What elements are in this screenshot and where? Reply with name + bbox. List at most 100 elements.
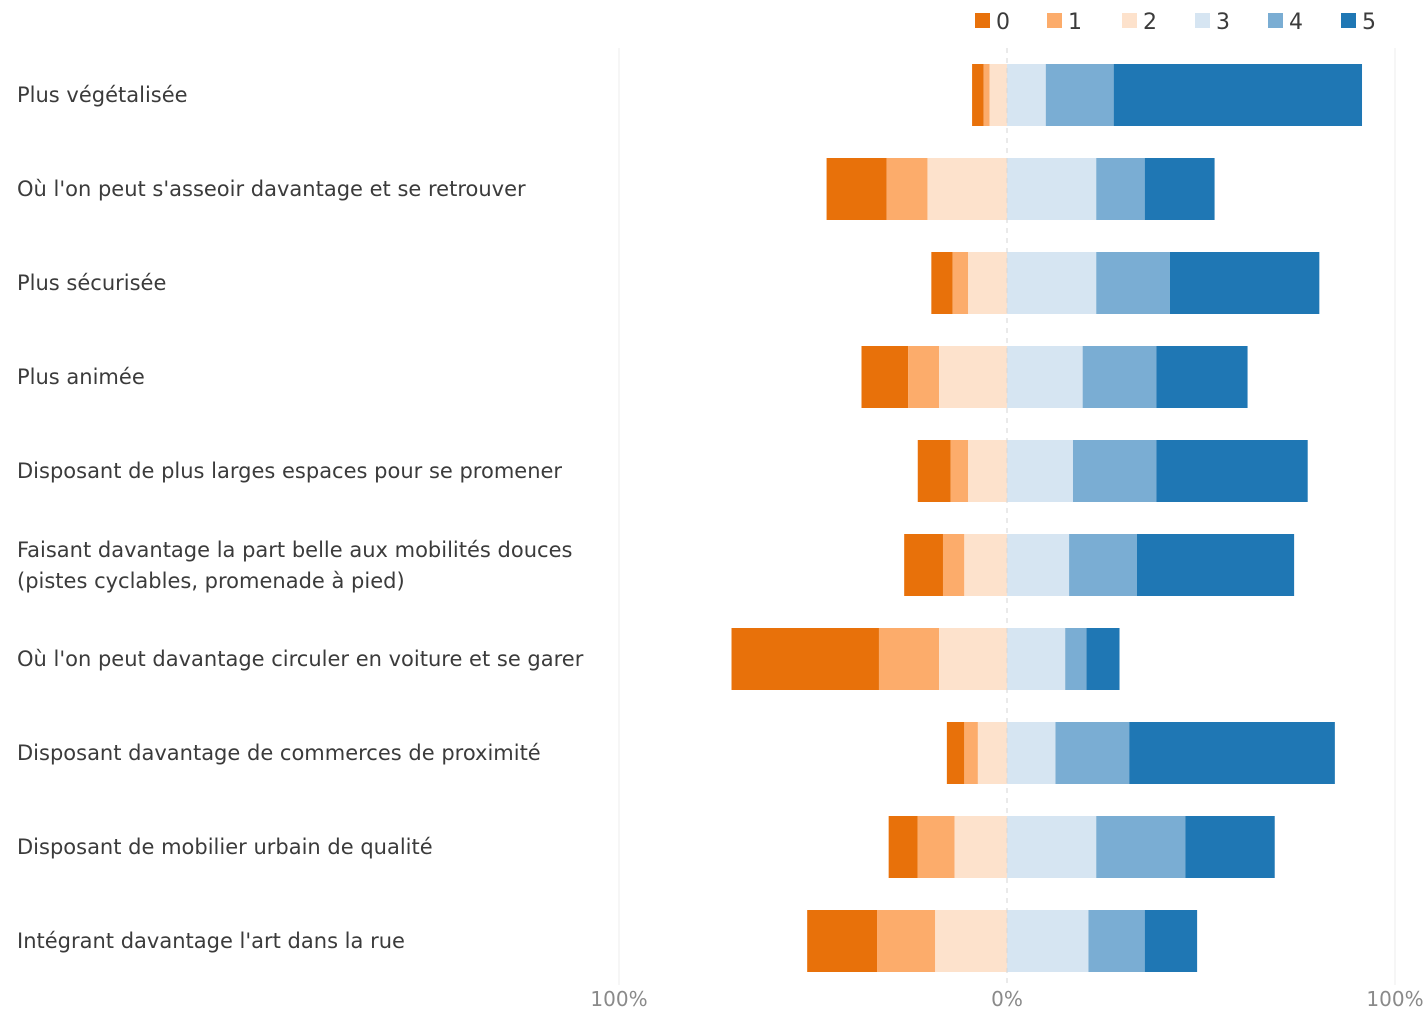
bar-segment-1 (983, 64, 990, 126)
legend-item-4: 4 (1268, 10, 1303, 35)
bar-segment-3 (1007, 440, 1073, 502)
bar-segment-1 (878, 628, 940, 690)
bar-segment-4 (1065, 628, 1087, 690)
legend-label: 3 (1216, 10, 1230, 35)
bar-segment-5 (1169, 252, 1320, 314)
legend-label: 5 (1362, 10, 1376, 35)
legend-item-0: 0 (975, 10, 1010, 35)
bar-row (807, 910, 1198, 972)
bar-segment-3 (1007, 722, 1056, 784)
legend-swatch (975, 13, 990, 28)
bar-segment-0 (931, 252, 953, 314)
legend-label: 1 (1068, 10, 1082, 35)
bar-segment-0 (946, 722, 965, 784)
bar-segment-4 (1045, 64, 1114, 126)
category-label: Plus végétalisée (17, 83, 188, 107)
bar-segment-1 (942, 534, 965, 596)
legend-item-2: 2 (1122, 10, 1157, 35)
bar-segment-4 (1069, 534, 1137, 596)
bar-segment-5 (1129, 722, 1335, 784)
bar-segment-1 (908, 346, 940, 408)
bar-segment-5 (1144, 158, 1215, 220)
bar-segment-2 (939, 346, 1007, 408)
bar-segment-3 (1007, 534, 1070, 596)
x-axis-ticks: 100% 0% 100% (590, 987, 1423, 1009)
bar-segment-1 (952, 252, 969, 314)
bar-segment-4 (1088, 910, 1145, 972)
x-tick-label: 100% (1366, 987, 1423, 1009)
legend-swatch (1341, 13, 1356, 28)
legend: 0 1 2 3 4 5 (975, 10, 1376, 35)
bar-segment-1 (917, 816, 955, 878)
bar-row (904, 534, 1295, 596)
bar-segment-4 (1072, 440, 1157, 502)
legend-label: 2 (1143, 10, 1157, 35)
bar-segment-0 (861, 346, 909, 408)
bar-segment-5 (1144, 910, 1198, 972)
bar-row (888, 816, 1275, 878)
bar-segment-0 (904, 534, 943, 596)
legend-label: 4 (1289, 10, 1303, 35)
bar-segment-2 (989, 64, 1007, 126)
bar-segment-4 (1096, 158, 1145, 220)
category-label: Plus sécurisée (17, 271, 166, 295)
bar-segment-0 (731, 628, 879, 690)
bar-segment-3 (1007, 628, 1066, 690)
bar-segment-1 (877, 910, 936, 972)
bar-segment-0 (888, 816, 918, 878)
category-label: Intégrant davantage l'art dans la rue (17, 929, 405, 953)
bar-segment-4 (1055, 722, 1130, 784)
bar-segment-0 (972, 64, 984, 126)
bars (731, 48, 1363, 985)
bar-row (972, 64, 1363, 126)
category-label: Où l'on peut s'asseoir davantage et se r… (17, 177, 526, 201)
legend-swatch (1195, 13, 1210, 28)
legend-item-1: 1 (1047, 10, 1082, 35)
bar-segment-2 (968, 440, 1007, 502)
category-label: Plus animée (17, 365, 145, 389)
bar-segment-5 (1156, 346, 1248, 408)
bar-segment-1 (950, 440, 969, 502)
legend-item-3: 3 (1195, 10, 1230, 35)
bar-segment-2 (939, 628, 1007, 690)
bar-segment-5 (1086, 628, 1120, 690)
bar-segment-2 (954, 816, 1007, 878)
legend-label: 0 (996, 10, 1010, 35)
bar-segment-0 (917, 440, 951, 502)
bar-segment-3 (1007, 252, 1097, 314)
bar-segment-5 (1113, 64, 1363, 126)
bar-segment-3 (1007, 910, 1089, 972)
bar-segment-2 (935, 910, 1007, 972)
bar-segment-5 (1136, 534, 1295, 596)
bar-row (931, 252, 1320, 314)
category-label: Faisant davantage la part belle aux mobi… (17, 538, 572, 593)
bar-segment-0 (807, 910, 878, 972)
x-tick-label: 100% (590, 987, 647, 1009)
bar-row (731, 628, 1120, 690)
bar-segment-5 (1156, 440, 1308, 502)
bar-segment-2 (977, 722, 1007, 784)
bar-segment-4 (1096, 252, 1170, 314)
bar-segment-3 (1007, 346, 1083, 408)
category-labels: Plus végétalisée Où l'on peut s'asseoir d… (17, 83, 584, 953)
category-label: Disposant de mobilier urbain de qualité (17, 835, 433, 859)
bar-segment-2 (968, 252, 1007, 314)
legend-item-5: 5 (1341, 10, 1376, 35)
bar-segment-2 (927, 158, 1007, 220)
bar-segment-4 (1096, 816, 1186, 878)
legend-swatch (1047, 13, 1062, 28)
bar-segment-4 (1082, 346, 1157, 408)
category-label: Disposant de plus larges espaces pour se… (17, 459, 562, 483)
legend-swatch (1122, 13, 1137, 28)
bar-segment-3 (1007, 816, 1097, 878)
gridlines (618, 48, 1396, 985)
category-label: Où l'on peut davantage circuler en voitu… (17, 647, 584, 671)
bar-row (917, 440, 1308, 502)
x-tick-label: 0% (991, 987, 1023, 1009)
bar-segment-3 (1007, 158, 1097, 220)
legend-swatch (1268, 13, 1283, 28)
bar-row (826, 158, 1215, 220)
bar-row (946, 722, 1335, 784)
category-label: Disposant davantage de commerces de prox… (17, 741, 541, 765)
